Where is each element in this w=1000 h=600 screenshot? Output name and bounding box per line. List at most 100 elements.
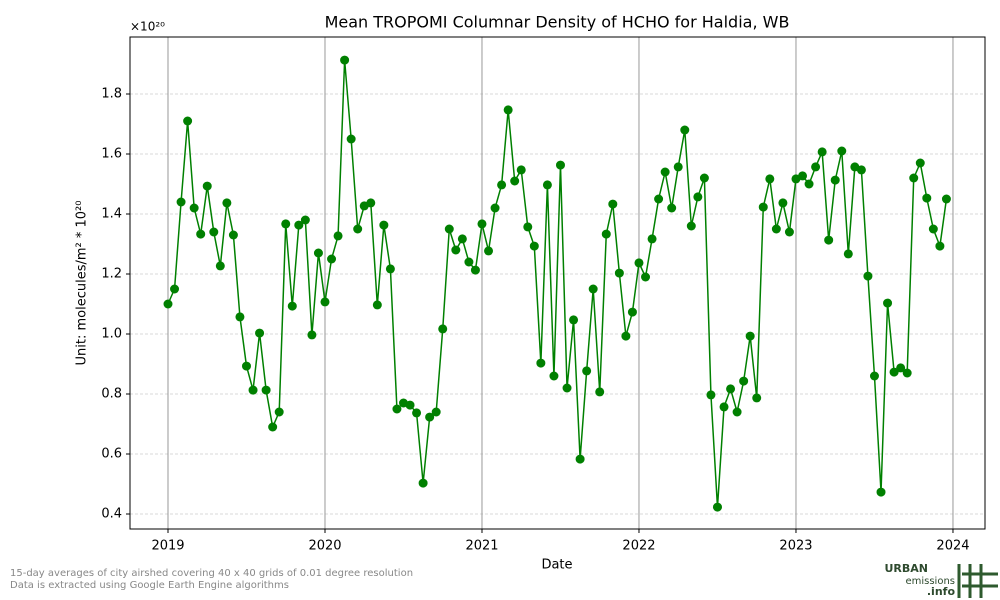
marker <box>366 198 376 208</box>
logo-text: .info <box>927 585 956 598</box>
y-axis-label: Unit: molecules/m² * 10²⁰ <box>75 201 90 366</box>
marker <box>490 203 500 213</box>
marker <box>163 299 173 309</box>
marker <box>477 219 487 229</box>
marker <box>928 224 938 234</box>
marker <box>896 363 906 373</box>
marker <box>405 400 415 410</box>
marker <box>248 385 258 395</box>
y-tick-label: 1.8 <box>101 87 122 102</box>
marker <box>627 307 637 317</box>
marker <box>863 271 873 281</box>
logo-text: URBAN <box>884 562 928 575</box>
marker <box>843 249 853 259</box>
marker <box>582 366 592 376</box>
marker <box>222 198 232 208</box>
marker <box>255 328 265 338</box>
marker <box>941 194 951 204</box>
marker <box>327 254 337 264</box>
x-tick-label: 2023 <box>779 539 812 554</box>
marker <box>876 487 886 497</box>
marker <box>464 257 474 267</box>
marker <box>758 202 768 212</box>
marker <box>470 265 480 275</box>
marker <box>771 224 781 234</box>
marker <box>726 384 736 394</box>
marker <box>680 125 690 135</box>
marker <box>830 175 840 185</box>
marker <box>883 298 893 308</box>
marker <box>228 230 238 240</box>
logo-icon <box>957 564 998 598</box>
marker <box>706 390 716 400</box>
marker <box>699 173 709 183</box>
marker <box>294 220 304 230</box>
x-tick-label: 2019 <box>151 539 184 554</box>
marker <box>601 229 611 239</box>
marker <box>529 241 539 251</box>
y-tick-label: 1.2 <box>101 267 122 282</box>
marker <box>654 194 664 204</box>
marker <box>209 227 219 237</box>
marker <box>837 146 847 156</box>
marker <box>307 330 317 340</box>
marker <box>922 193 932 203</box>
marker <box>935 241 945 251</box>
marker <box>569 315 579 325</box>
plot-frame <box>129 36 986 530</box>
marker <box>641 272 651 282</box>
marker <box>176 197 186 207</box>
marker <box>909 173 919 183</box>
marker <box>313 248 323 258</box>
footnote: 15-day averages of city airshed covering… <box>10 568 413 579</box>
marker <box>686 221 696 231</box>
marker <box>235 312 245 322</box>
marker <box>189 203 199 213</box>
marker <box>719 402 729 412</box>
marker <box>300 215 310 225</box>
marker <box>268 422 278 432</box>
marker <box>824 235 834 245</box>
marker <box>811 162 821 172</box>
marker <box>693 192 703 202</box>
marker <box>457 234 467 244</box>
marker <box>510 176 520 186</box>
y-tick-label: 0.6 <box>101 447 122 462</box>
marker <box>444 224 454 234</box>
marker <box>287 301 297 311</box>
marker <box>392 404 402 414</box>
marker <box>621 331 631 341</box>
marker <box>817 147 827 157</box>
marker <box>196 229 206 239</box>
marker <box>915 158 925 168</box>
marker <box>438 324 448 334</box>
marker <box>562 383 572 393</box>
marker <box>778 198 788 208</box>
marker <box>595 387 605 397</box>
marker <box>588 284 598 294</box>
marker <box>798 171 808 181</box>
marker <box>542 180 552 190</box>
marker <box>170 284 180 294</box>
marker <box>902 368 912 378</box>
marker <box>784 227 794 237</box>
footnote: Data is extracted using Google Earth Eng… <box>10 580 289 591</box>
marker <box>608 199 618 209</box>
marker <box>412 408 422 418</box>
marker <box>425 412 435 422</box>
marker <box>752 393 762 403</box>
marker <box>281 219 291 229</box>
marker <box>575 454 585 464</box>
marker <box>614 268 624 278</box>
x-tick-label: 2021 <box>465 539 498 554</box>
marker <box>667 203 677 213</box>
marker <box>183 116 193 126</box>
logo: URBAN emissions .info <box>884 562 998 598</box>
marker <box>555 160 565 170</box>
x-tick-label: 2020 <box>308 539 341 554</box>
marker <box>484 246 494 256</box>
marker <box>241 361 251 371</box>
marker <box>549 371 559 381</box>
marker <box>536 358 546 368</box>
